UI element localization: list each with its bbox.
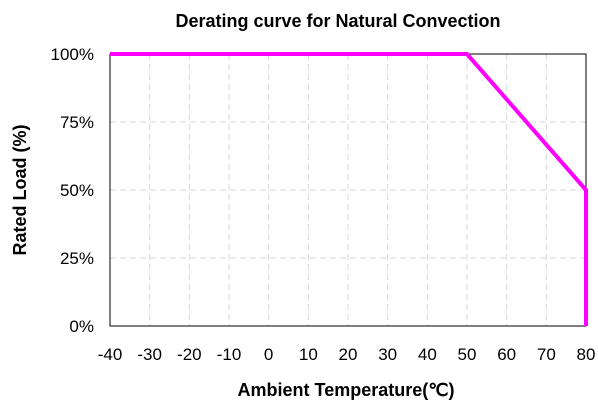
y-axis-ticks: 0% 25% 50% 75% 100% xyxy=(51,45,94,336)
x-tick-label: 70 xyxy=(537,345,556,364)
x-tick-label: 50 xyxy=(458,345,477,364)
x-tick-label: -10 xyxy=(217,345,242,364)
x-tick-label: 80 xyxy=(577,345,596,364)
chart-title: Derating curve for Natural Convection xyxy=(175,11,500,31)
y-axis-label: Rated Load (%) xyxy=(10,124,30,255)
y-tick-label: 100% xyxy=(51,45,94,64)
x-tick-label: 10 xyxy=(299,345,318,364)
x-tick-label: -20 xyxy=(177,345,202,364)
y-tick-label: 0% xyxy=(69,317,94,336)
x-tick-label: 20 xyxy=(339,345,358,364)
x-tick-label: 40 xyxy=(418,345,437,364)
x-tick-label: -30 xyxy=(137,345,162,364)
x-axis-ticks: -40 -30 -20 -10 0 10 20 30 40 50 60 70 80 xyxy=(98,345,596,364)
y-tick-label: 50% xyxy=(60,181,94,200)
x-axis-label: Ambient Temperature(℃) xyxy=(238,380,455,400)
derating-curve-line xyxy=(110,52,588,326)
x-tick-label: 60 xyxy=(497,345,516,364)
series-layer xyxy=(110,52,588,326)
y-tick-label: 25% xyxy=(60,249,94,268)
x-tick-label: -40 xyxy=(98,345,123,364)
grid-lines xyxy=(110,54,586,326)
y-tick-label: 75% xyxy=(60,113,94,132)
x-tick-label: 0 xyxy=(264,345,273,364)
x-tick-label: 30 xyxy=(378,345,397,364)
